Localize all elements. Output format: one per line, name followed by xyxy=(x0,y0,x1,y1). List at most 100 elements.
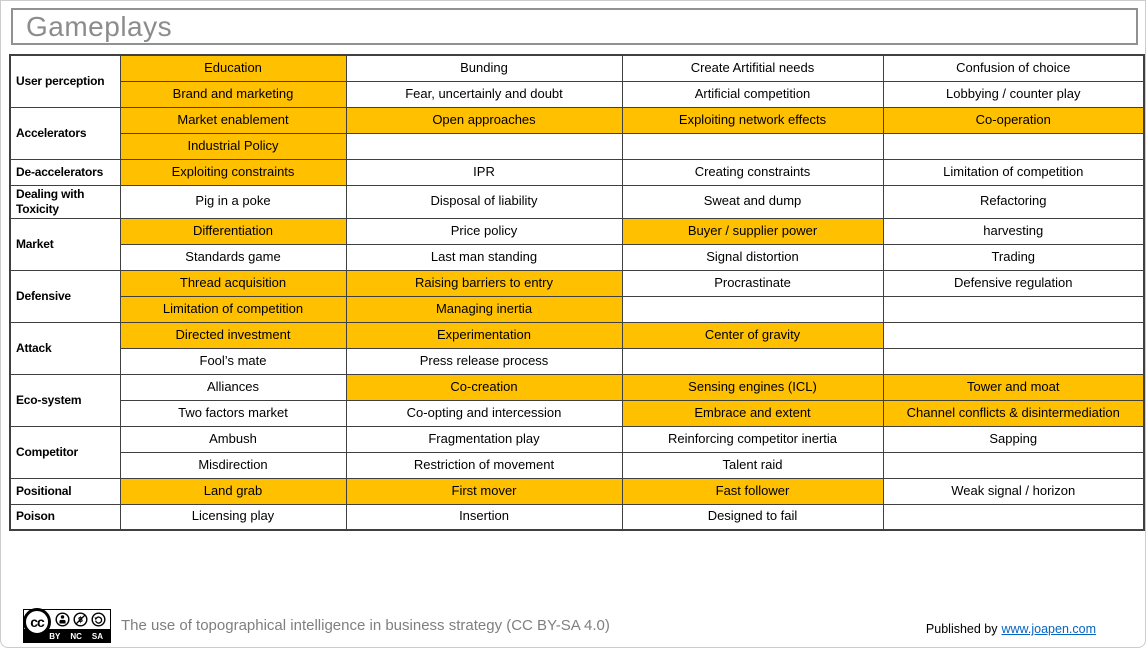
gameplay-cell: Exploiting network effects xyxy=(621,106,884,134)
gameplay-cell: Two factors market xyxy=(119,399,347,427)
category-cell-market: Market xyxy=(9,217,121,271)
table-row: User perception Education Bunding Create Ar… xyxy=(9,54,1145,108)
category-cell-competitor: Competitor xyxy=(9,425,121,479)
gameplay-cell: Signal distortion xyxy=(621,243,884,271)
gameplay-cell: Press release process xyxy=(345,347,623,375)
gameplay-cell: Create Artifitial needs xyxy=(621,54,884,82)
table-row: Positional Land grab First mover Fast follo… xyxy=(9,477,1145,505)
category-cell-user-perception: User perception xyxy=(9,54,121,108)
table-row: Brand and marketing Fear, uncertainly and… xyxy=(10,80,1145,108)
gameplay-cell: Lobbying / counter play xyxy=(882,80,1145,108)
table-row: Misdirection Restriction of movement Talen… xyxy=(10,451,1145,479)
gameplay-cell: Fragmentation play xyxy=(345,425,623,453)
category-cell-attack: Attack xyxy=(9,321,121,375)
table-row: Poison Licensing play Insertion Designed to… xyxy=(9,503,1145,531)
table-row: Two factors market Co-opting and interces… xyxy=(10,399,1145,427)
table-row: Limitation of competition Managing inerti… xyxy=(10,295,1145,323)
gameplay-cell: Experimentation xyxy=(345,321,623,349)
gameplay-cell: Sweat and dump xyxy=(621,184,884,219)
gameplay-cell: Buyer / supplier power xyxy=(621,217,884,245)
gameplay-cell: Restriction of movement xyxy=(345,451,623,479)
published-by-label: Published by xyxy=(925,622,998,636)
published-by: Published by www.joapen.com xyxy=(926,622,1096,636)
gameplay-cell: Defensive regulation xyxy=(882,269,1145,297)
gameplay-cell: Confusion of choice xyxy=(882,54,1145,82)
gameplay-cell: Tower and moat xyxy=(882,373,1145,401)
gameplay-cell: Land grab xyxy=(119,477,347,505)
empty-cell xyxy=(882,347,1145,375)
empty-cell xyxy=(621,295,884,323)
cc-logo-text: cc xyxy=(30,614,45,630)
gameplay-cell: Refactoring xyxy=(882,184,1145,219)
category-cell-poison: Poison xyxy=(9,503,121,531)
table-row: Attack Directed investment Experimentation… xyxy=(9,321,1145,375)
gameplay-cell: Market enablement xyxy=(119,106,347,134)
table-row: Eco-system Alliances Co-creation Sensing en… xyxy=(9,373,1145,427)
gameplay-cell: Fear, uncertainly and doubt xyxy=(345,80,623,108)
gameplay-cell: Limitation of competition xyxy=(119,295,347,323)
gameplay-cell: Alliances xyxy=(119,373,347,401)
category-cell-positional: Positional xyxy=(9,477,121,505)
cc-license-badge: $ BY NC SA cc xyxy=(23,608,111,643)
gameplay-cell: Raising barriers to entry xyxy=(345,269,623,297)
category-cell-eco-system: Eco-system xyxy=(9,373,121,427)
gameplay-cell: Fast follower xyxy=(621,477,884,505)
gameplay-cell: Creating constraints xyxy=(621,158,884,186)
gameplay-cell: Bunding xyxy=(345,54,623,82)
gameplay-cell: First mover xyxy=(345,477,623,505)
gameplay-cell: Insertion xyxy=(345,503,623,531)
table-row: Standards game Last man standing Signal di… xyxy=(10,243,1145,271)
category-cell-accelerators: Accelerators xyxy=(9,106,121,160)
title-box: Gameplays xyxy=(11,8,1138,45)
gameplay-cell: IPR xyxy=(345,158,623,186)
gameplays-table-body: User perception Education Bunding Create Ar… xyxy=(9,54,1145,531)
gameplay-cell: Licensing play xyxy=(119,503,347,531)
gameplay-cell: Talent raid xyxy=(621,451,884,479)
table-row: De-accelerators Exploiting constraints IPR… xyxy=(9,158,1145,186)
cc-logo-icon: cc xyxy=(23,608,51,636)
gameplay-cell: Co-creation xyxy=(345,373,623,401)
gameplay-cell: Weak signal / horizon xyxy=(882,477,1145,505)
joapen-link[interactable]: www.joapen.com xyxy=(1001,622,1097,636)
gameplay-cell: Procrastinate xyxy=(621,269,884,297)
table-row: Competitor Ambush Fragmentation play Reinfo… xyxy=(9,425,1145,479)
gameplay-cell: Differentiation xyxy=(119,217,347,245)
cc-by-label: BY xyxy=(49,632,61,641)
gameplay-cell: Artificial competition xyxy=(621,80,884,108)
license-text: The use of topographical intelligence in… xyxy=(121,617,610,634)
category-cell-de-accelerators: De-accelerators xyxy=(9,158,121,186)
empty-cell xyxy=(882,132,1145,160)
gameplay-cell: Last man standing xyxy=(345,243,623,271)
category-cell-dealing-with-toxicity: Dealing with Toxicity xyxy=(9,184,121,219)
footer: $ BY NC SA cc The use of topographical i… xyxy=(1,608,1145,646)
cc-sa-label: SA xyxy=(91,632,103,641)
gameplay-cell: Price policy xyxy=(345,217,623,245)
empty-cell xyxy=(882,295,1145,323)
gameplay-cell: Misdirection xyxy=(119,451,347,479)
gameplay-cell: Fool’s mate xyxy=(119,347,347,375)
gameplay-cell: Disposal of liability xyxy=(345,184,623,219)
category-cell-defensive: Defensive xyxy=(9,269,121,323)
page-title: Gameplays xyxy=(26,10,173,42)
table-row: Fool’s mate Press release process xyxy=(10,347,1145,375)
gameplay-cell: Exploiting constraints xyxy=(119,158,347,186)
gameplay-cell: Thread acquisition xyxy=(119,269,347,297)
gameplay-cell: Sapping xyxy=(882,425,1145,453)
gameplay-cell: Pig in a poke xyxy=(119,184,347,219)
gameplay-cell: Embrace and extent xyxy=(621,399,884,427)
gameplay-cell: harvesting xyxy=(882,217,1145,245)
cc-sa-sharealike-icon xyxy=(91,612,106,627)
gameplay-cell: Co-operation xyxy=(882,106,1145,134)
gameplay-cell: Directed investment xyxy=(119,321,347,349)
gameplay-cell: Brand and marketing xyxy=(119,80,347,108)
empty-cell xyxy=(621,132,884,160)
cc-nc-dollar-icon: $ xyxy=(73,612,88,627)
gameplay-cell: Designed to fail xyxy=(621,503,884,531)
table-row: Market Differentiation Price policy Buyer /… xyxy=(9,217,1145,271)
empty-cell xyxy=(345,132,623,160)
cc-nc-label: NC xyxy=(70,632,82,641)
gameplays-table: User perception Education Bunding Create Ar… xyxy=(9,54,1145,531)
gameplay-cell: Industrial Policy xyxy=(119,132,347,160)
gameplay-cell: Open approaches xyxy=(345,106,623,134)
